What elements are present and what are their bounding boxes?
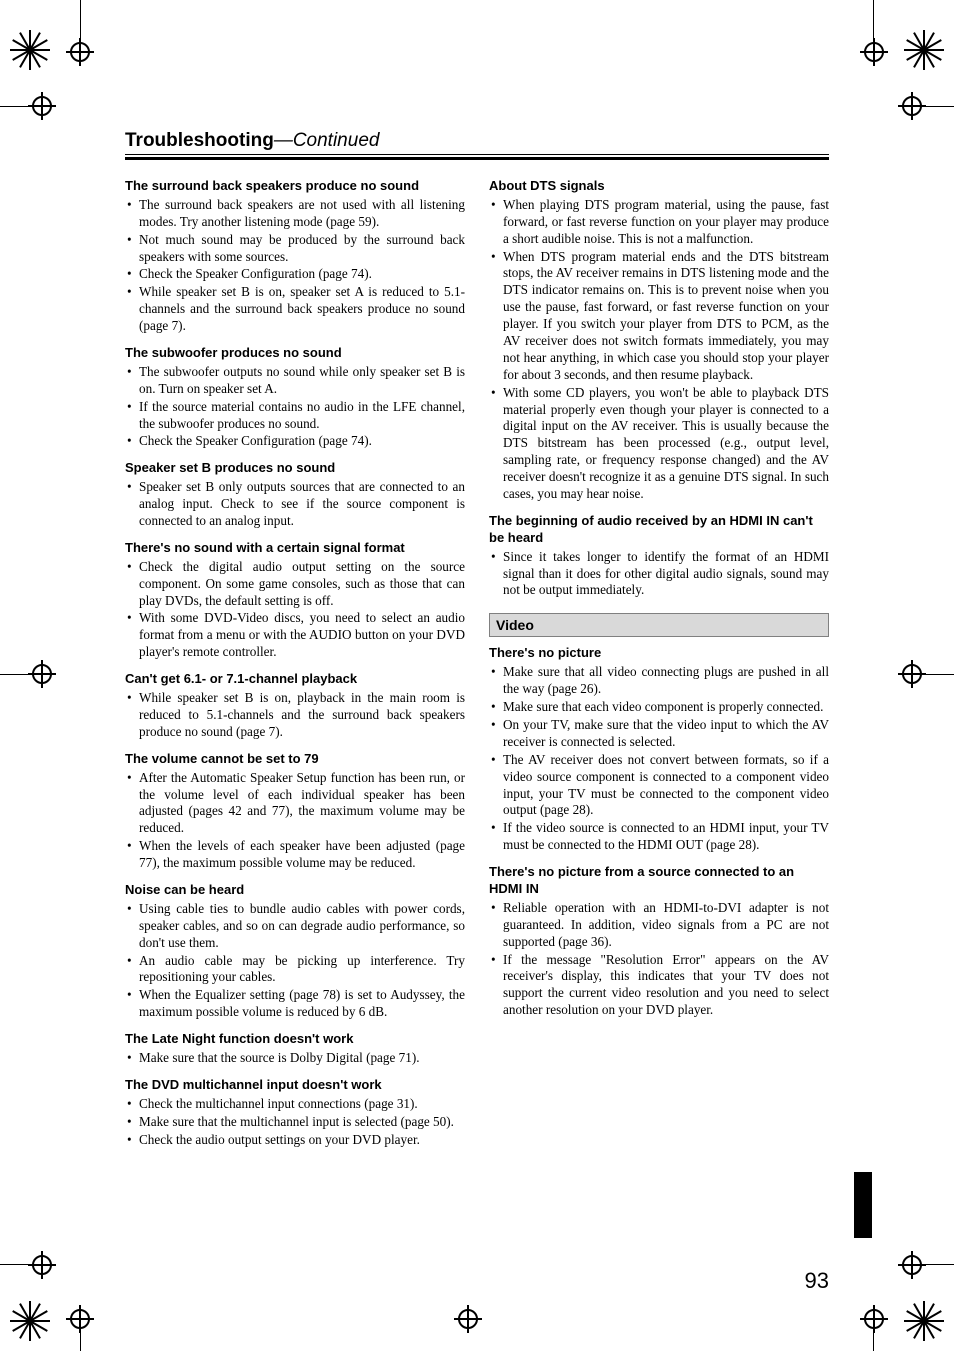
list-item: An audio cable may be picking up interfe…: [125, 953, 465, 987]
bullet-list: Reliable operation with an HDMI-to-DVI a…: [489, 900, 829, 1019]
list-item: When the Equalizer setting (page 78) is …: [125, 987, 465, 1021]
crop-mark-icon: [0, 106, 40, 107]
list-item: With some DVD-Video discs, you need to s…: [125, 610, 465, 661]
bullet-list: Make sure that all video connecting plug…: [489, 664, 829, 854]
heading: There's no sound with a certain signal f…: [125, 540, 465, 557]
registration-mark-icon: [904, 30, 944, 70]
list-item: Using cable ties to bundle audio cables …: [125, 901, 465, 952]
title-continued: —Continued: [274, 130, 380, 151]
bullet-list: Speaker set B only outputs sources that …: [125, 479, 465, 530]
two-column-layout: The surround back speakers produce no so…: [125, 178, 829, 1150]
list-item: Make sure that each video component is p…: [489, 699, 829, 716]
heading: There's no picture: [489, 645, 829, 662]
list-item: Check the Speaker Configuration (page 74…: [125, 433, 465, 450]
list-item: Since it takes longer to identify the fo…: [489, 549, 829, 600]
list-item: Check the digital audio output setting o…: [125, 559, 465, 610]
crop-mark-icon: [0, 674, 40, 675]
crosshair-icon: [66, 38, 94, 66]
list-item: While speaker set B is on, playback in t…: [125, 690, 465, 741]
heading: Noise can be heard: [125, 882, 465, 899]
list-item: When playing DTS program material, using…: [489, 197, 829, 248]
list-item: After the Automatic Speaker Setup functi…: [125, 770, 465, 838]
bullet-list: The subwoofer outputs no sound while onl…: [125, 364, 465, 450]
heading: About DTS signals: [489, 178, 829, 195]
crop-mark-icon: [873, 0, 874, 40]
list-item: The subwoofer outputs no sound while onl…: [125, 364, 465, 398]
list-item: When DTS program material ends and the D…: [489, 249, 829, 384]
crop-mark-icon: [914, 1264, 954, 1265]
heading: There's no picture from a source connect…: [489, 864, 829, 898]
heading: The Late Night function doesn't work: [125, 1031, 465, 1048]
registration-mark-icon: [904, 1301, 944, 1341]
title-main: Troubleshooting: [125, 130, 274, 151]
section-heading-video: Video: [489, 613, 829, 637]
crosshair-icon: [860, 38, 888, 66]
crosshair-icon: [860, 1305, 888, 1333]
crop-mark-icon: [80, 1311, 81, 1351]
heading: The DVD multichannel input doesn't work: [125, 1077, 465, 1094]
crop-mark-icon: [80, 0, 81, 40]
list-item: Reliable operation with an HDMI-to-DVI a…: [489, 900, 829, 951]
thumb-index-tab: [854, 1172, 872, 1238]
list-item: On your TV, make sure that the video inp…: [489, 717, 829, 751]
bullet-list: Check the multichannel input connections…: [125, 1096, 465, 1149]
bullet-list: Using cable ties to bundle audio cables …: [125, 901, 465, 1021]
list-item: Speaker set B only outputs sources that …: [125, 479, 465, 530]
list-item: Check the audio output settings on your …: [125, 1132, 465, 1149]
heading: The surround back speakers produce no so…: [125, 178, 465, 195]
heading: The volume cannot be set to 79: [125, 751, 465, 768]
list-item: Make sure that all video connecting plug…: [489, 664, 829, 698]
bullet-list: The surround back speakers are not used …: [125, 197, 465, 335]
crop-mark-icon: [914, 674, 954, 675]
heading: The beginning of audio received by an HD…: [489, 513, 829, 547]
heading: The subwoofer produces no sound: [125, 345, 465, 362]
right-column: About DTS signals When playing DTS progr…: [489, 178, 829, 1150]
list-item: The surround back speakers are not used …: [125, 197, 465, 231]
heading: Speaker set B produces no sound: [125, 460, 465, 477]
left-column: The surround back speakers produce no so…: [125, 178, 465, 1150]
registration-mark-icon: [10, 1301, 50, 1341]
bullet-list: Since it takes longer to identify the fo…: [489, 549, 829, 600]
bullet-list: When playing DTS program material, using…: [489, 197, 829, 503]
list-item: Make sure that the multichannel input is…: [125, 1114, 465, 1131]
list-item: While speaker set B is on, speaker set A…: [125, 284, 465, 335]
list-item: If the source material contains no audio…: [125, 399, 465, 433]
heading: Can't get 6.1- or 7.1-channel playback: [125, 671, 465, 688]
bullet-list: While speaker set B is on, playback in t…: [125, 690, 465, 741]
list-item: With some CD players, you won't be able …: [489, 385, 829, 503]
bullet-list: Check the digital audio output setting o…: [125, 559, 465, 661]
list-item: Check the multichannel input connections…: [125, 1096, 465, 1113]
registration-mark-icon: [10, 30, 50, 70]
crop-mark-icon: [914, 106, 954, 107]
bullet-list: After the Automatic Speaker Setup functi…: [125, 770, 465, 872]
title-rule: Troubleshooting—Continued: [125, 130, 829, 160]
page-number: 93: [805, 1268, 829, 1294]
crosshair-icon: [28, 1251, 56, 1279]
page-title: Troubleshooting—Continued: [125, 130, 379, 151]
crop-mark-icon: [0, 1264, 40, 1265]
list-item: If the video source is connected to an H…: [489, 820, 829, 854]
crosshair-icon: [454, 1305, 482, 1333]
page-content: Troubleshooting—Continued The surround b…: [125, 130, 829, 1150]
list-item: Check the Speaker Configuration (page 74…: [125, 266, 465, 283]
list-item: Make sure that the source is Dolby Digit…: [125, 1050, 465, 1067]
list-item: The AV receiver does not convert between…: [489, 752, 829, 820]
list-item: When the levels of each speaker have bee…: [125, 838, 465, 872]
crosshair-icon: [898, 1251, 926, 1279]
list-item: If the message "Resolution Error" appear…: [489, 952, 829, 1020]
list-item: Not much sound may be produced by the su…: [125, 232, 465, 266]
bullet-list: Make sure that the source is Dolby Digit…: [125, 1050, 465, 1067]
crop-mark-icon: [873, 1311, 874, 1351]
